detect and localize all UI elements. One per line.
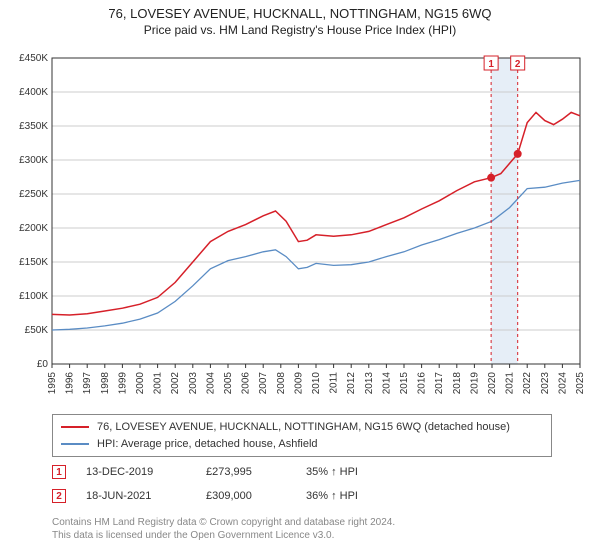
svg-text:£0: £0 <box>37 359 49 370</box>
footer-note: Contains HM Land Registry data © Crown c… <box>52 516 395 542</box>
svg-text:2000: 2000 <box>135 372 146 395</box>
svg-text:2007: 2007 <box>258 372 269 395</box>
svg-text:2014: 2014 <box>381 372 392 395</box>
sale-marker-2: 2 <box>52 489 66 503</box>
svg-text:£450K: £450K <box>19 53 48 64</box>
svg-text:2006: 2006 <box>241 372 252 395</box>
svg-text:2004: 2004 <box>205 372 216 395</box>
sale-date-1: 13-DEC-2019 <box>86 466 186 478</box>
legend-swatch-2 <box>61 443 89 445</box>
svg-text:2005: 2005 <box>223 372 234 395</box>
svg-text:2017: 2017 <box>434 372 445 395</box>
legend-row-2: HPI: Average price, detached house, Ashf… <box>61 436 543 453</box>
sale-price-1: £273,995 <box>206 466 286 478</box>
svg-text:2011: 2011 <box>329 372 340 394</box>
svg-text:2002: 2002 <box>170 372 181 395</box>
svg-text:2019: 2019 <box>469 372 480 395</box>
svg-text:1: 1 <box>488 59 494 70</box>
title-line-2: Price paid vs. HM Land Registry's House … <box>0 23 600 37</box>
sale-row-2: 2 18-JUN-2021 £309,000 36% ↑ HPI <box>52 484 552 508</box>
legend-row-1: 76, LOVESEY AVENUE, HUCKNALL, NOTTINGHAM… <box>61 419 543 436</box>
svg-text:2016: 2016 <box>417 372 428 395</box>
svg-text:2009: 2009 <box>293 372 304 395</box>
svg-text:2021: 2021 <box>505 372 516 395</box>
svg-text:1999: 1999 <box>117 372 128 395</box>
sales-table: 1 13-DEC-2019 £273,995 35% ↑ HPI 2 18-JU… <box>52 460 552 508</box>
svg-text:£350K: £350K <box>19 121 48 132</box>
svg-text:£400K: £400K <box>19 87 48 98</box>
svg-text:2: 2 <box>515 59 521 70</box>
svg-text:2023: 2023 <box>540 372 551 395</box>
svg-text:2003: 2003 <box>188 372 199 395</box>
footer-line-2: This data is licensed under the Open Gov… <box>52 529 395 542</box>
legend-swatch-1 <box>61 426 89 428</box>
svg-text:2001: 2001 <box>153 372 164 395</box>
svg-text:£150K: £150K <box>19 257 48 268</box>
svg-text:2015: 2015 <box>399 372 410 395</box>
svg-text:2010: 2010 <box>311 372 322 395</box>
line-chart-svg: £0 £50K £100K £150K £200K £250K £300K £350K £400… <box>10 48 590 404</box>
sale-price-2: £309,000 <box>206 490 286 502</box>
footer-line-1: Contains HM Land Registry data © Crown c… <box>52 516 395 529</box>
sale-pct-2: 36% ↑ HPI <box>306 490 406 502</box>
svg-text:£250K: £250K <box>19 189 48 200</box>
sale-date-2: 18-JUN-2021 <box>86 490 186 502</box>
svg-text:£300K: £300K <box>19 155 48 166</box>
svg-text:2025: 2025 <box>575 372 586 395</box>
svg-text:£200K: £200K <box>19 223 48 234</box>
svg-text:£100K: £100K <box>19 291 48 302</box>
chart-title-block: 76, LOVESEY AVENUE, HUCKNALL, NOTTINGHAM… <box>0 0 600 37</box>
svg-text:2018: 2018 <box>452 372 463 395</box>
title-line-1: 76, LOVESEY AVENUE, HUCKNALL, NOTTINGHAM… <box>0 6 600 21</box>
sale-pct-1: 35% ↑ HPI <box>306 466 406 478</box>
svg-text:1995: 1995 <box>47 372 58 395</box>
svg-text:2020: 2020 <box>487 372 498 395</box>
chart-area: £0 £50K £100K £150K £200K £250K £300K £350K £400… <box>10 48 590 404</box>
svg-text:2012: 2012 <box>346 372 357 395</box>
sale-row-1: 1 13-DEC-2019 £273,995 35% ↑ HPI <box>52 460 552 484</box>
legend-box: 76, LOVESEY AVENUE, HUCKNALL, NOTTINGHAM… <box>52 414 552 457</box>
svg-text:1996: 1996 <box>65 372 76 395</box>
svg-text:2022: 2022 <box>522 372 533 395</box>
svg-text:2008: 2008 <box>276 372 287 395</box>
sale-marker-1: 1 <box>52 465 66 479</box>
svg-text:£50K: £50K <box>25 325 49 336</box>
legend-label-1: 76, LOVESEY AVENUE, HUCKNALL, NOTTINGHAM… <box>97 419 510 436</box>
svg-text:2013: 2013 <box>364 372 375 395</box>
svg-text:2024: 2024 <box>557 372 568 395</box>
svg-text:1998: 1998 <box>100 372 111 395</box>
svg-text:1997: 1997 <box>82 372 93 395</box>
legend-label-2: HPI: Average price, detached house, Ashf… <box>97 436 318 453</box>
